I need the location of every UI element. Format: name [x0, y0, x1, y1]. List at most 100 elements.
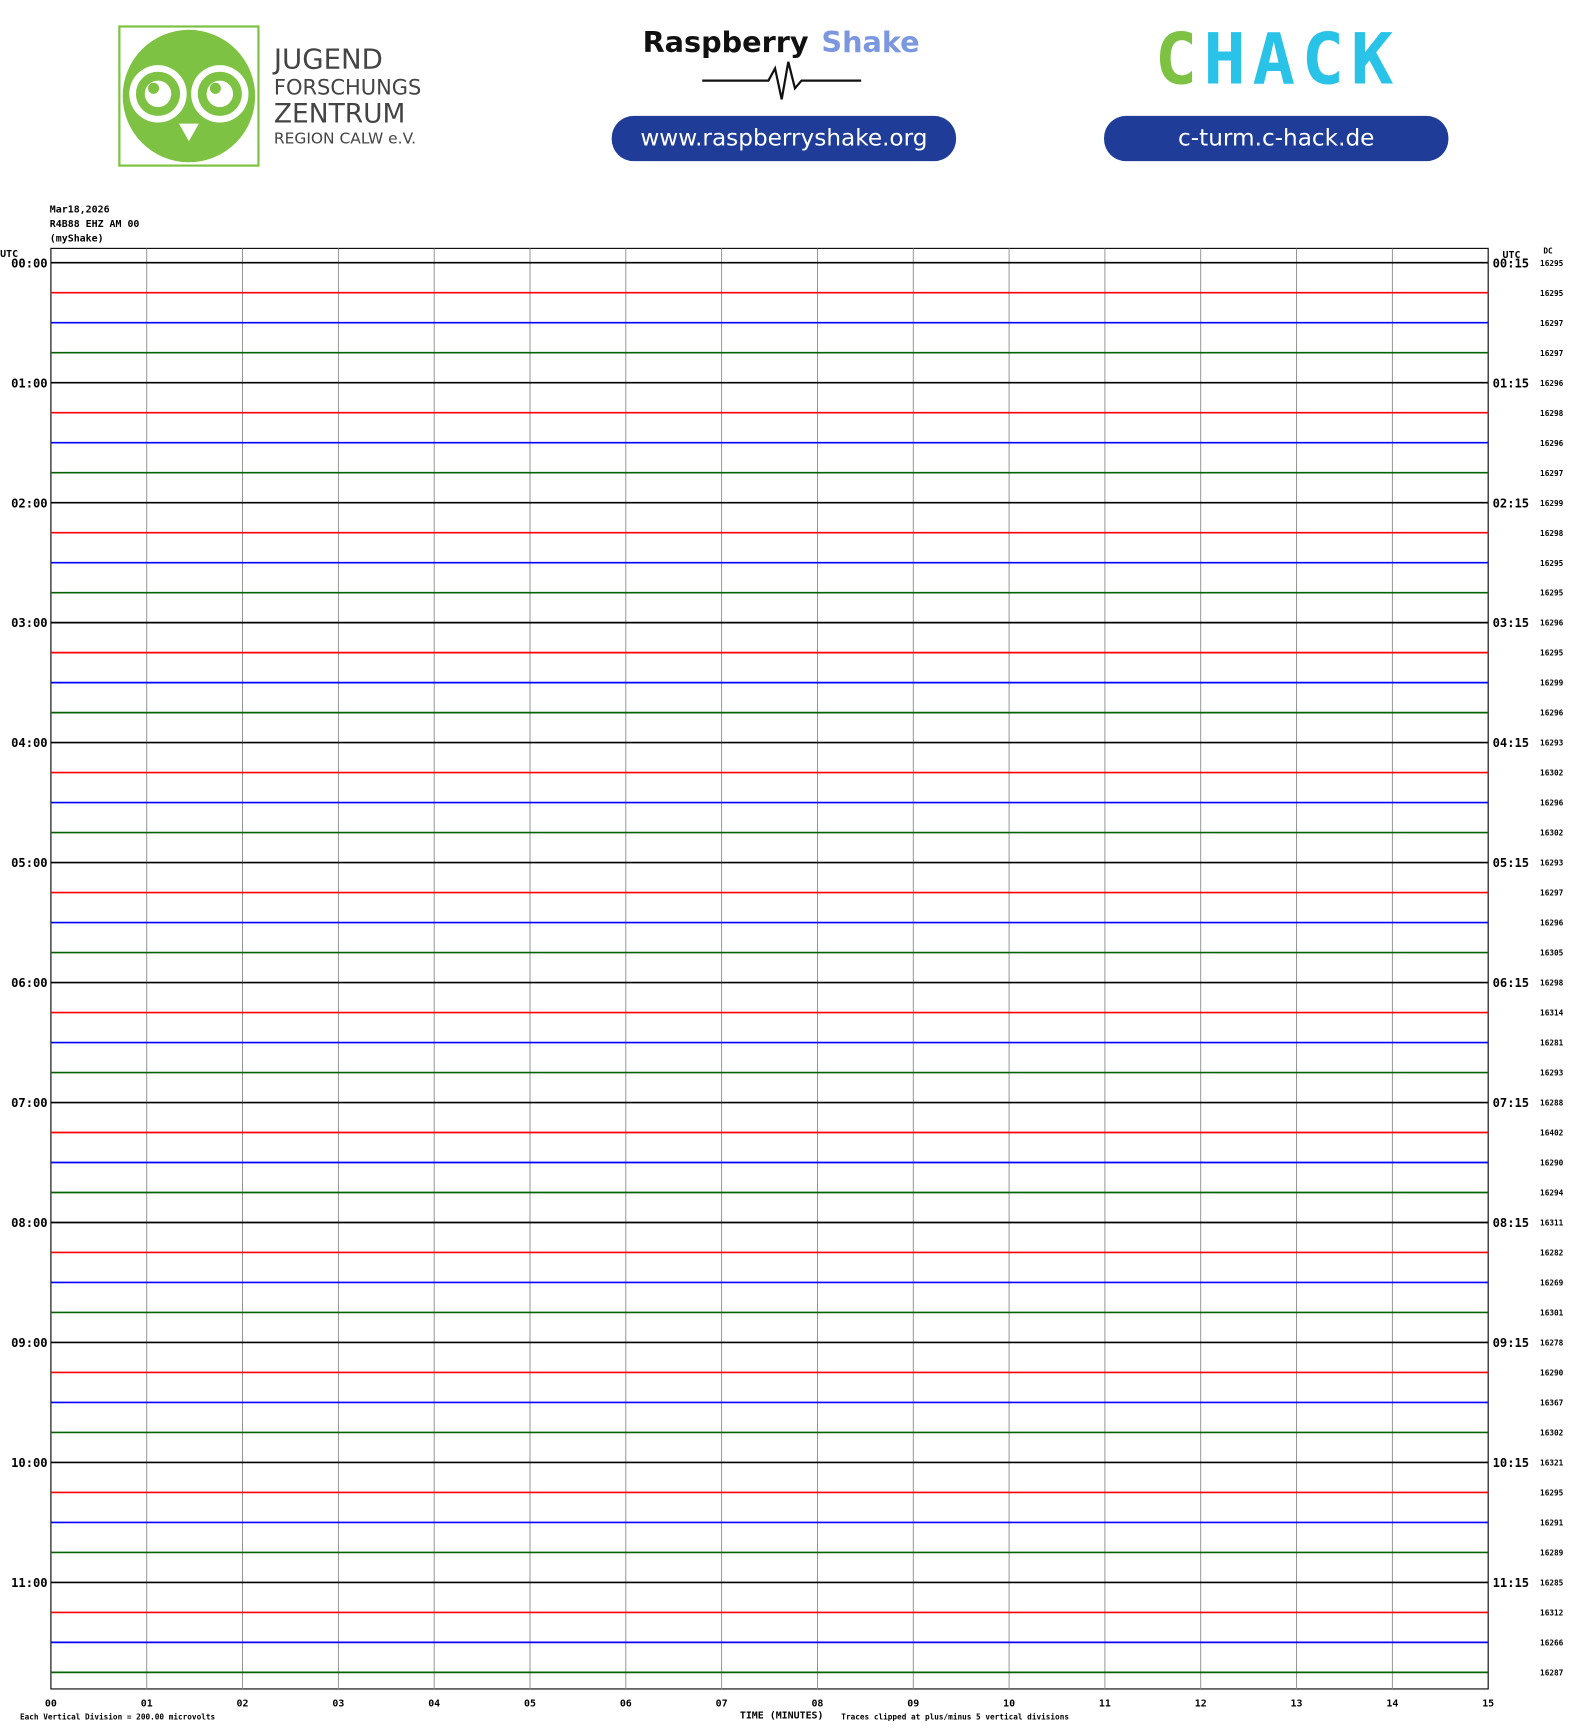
- dc-value: 16295: [1540, 559, 1564, 568]
- clip-note: Traces clipped at plus/minus 5 vertical …: [841, 1713, 1069, 1722]
- jfz-logo: [118, 25, 260, 167]
- x-tick-label: 11: [1099, 1698, 1111, 1709]
- chack-brand: HACK: [1203, 18, 1400, 101]
- dc-value: 16297: [1540, 319, 1564, 328]
- dc-value: 16291: [1540, 1519, 1564, 1528]
- hour-label: 08:00: [11, 1216, 48, 1230]
- dc-value: 16289: [1540, 1549, 1564, 1558]
- dc-value: 16299: [1540, 679, 1564, 688]
- hour-label: 03:00: [11, 616, 48, 630]
- hour-label: 04:00: [11, 736, 48, 750]
- dc-value: 16302: [1540, 1429, 1563, 1438]
- dc-value: 16294: [1540, 1189, 1564, 1198]
- x-tick-label: 08: [811, 1698, 823, 1709]
- x-tick-label: 02: [237, 1698, 249, 1709]
- dc-value: 16321: [1540, 1459, 1564, 1468]
- dc-value: 16402: [1540, 1129, 1563, 1138]
- dc-value: 16314: [1540, 1009, 1564, 1018]
- hour-label: 06:15: [1493, 976, 1530, 990]
- dc-value: 16296: [1540, 619, 1564, 628]
- dc-value: 16269: [1540, 1279, 1564, 1288]
- dc-value: 16298: [1540, 529, 1564, 538]
- dc-value: 16298: [1540, 979, 1564, 988]
- dc-value: 16297: [1540, 889, 1564, 898]
- hour-label: 11:15: [1493, 1576, 1530, 1590]
- x-tick-label: 13: [1291, 1698, 1303, 1709]
- x-tick-label: 14: [1386, 1698, 1398, 1709]
- dc-value: 16293: [1540, 739, 1564, 748]
- dc-value: 16290: [1540, 1369, 1564, 1378]
- x-label: TIME (MINUTES): [740, 1710, 824, 1721]
- hour-label: 00:15: [1493, 256, 1530, 270]
- rs-brand: Shake: [821, 25, 919, 59]
- x-tick-label: 07: [716, 1698, 728, 1709]
- date: Mar18,2026: [50, 205, 110, 216]
- dc-value: 16288: [1540, 1099, 1564, 1108]
- dc-value: 16281: [1540, 1039, 1564, 1048]
- dc-value: 16296: [1540, 799, 1564, 808]
- x-tick-label: 12: [1195, 1698, 1207, 1709]
- x-tick-label: 15: [1482, 1698, 1494, 1709]
- dc-value: 16290: [1540, 1159, 1564, 1168]
- dc-value: 16367: [1540, 1399, 1564, 1408]
- dc-value: 16305: [1540, 949, 1564, 958]
- dc-value: 16278: [1540, 1339, 1564, 1348]
- x-tick-label: 04: [428, 1698, 440, 1709]
- hour-label: 03:15: [1493, 616, 1530, 630]
- hour-label: 07:15: [1493, 1096, 1530, 1110]
- dc-value: 16266: [1540, 1638, 1564, 1647]
- dc-value: 16287: [1540, 1668, 1564, 1677]
- dc-value: 16302: [1540, 829, 1563, 838]
- hour-label: 05:15: [1493, 856, 1530, 870]
- x-tick-label: 10: [1003, 1698, 1015, 1709]
- dc-value: 16312: [1540, 1608, 1563, 1617]
- dc-value: 16293: [1540, 859, 1564, 868]
- dc-value: 16297: [1540, 469, 1564, 478]
- hour-label: 02:00: [11, 496, 48, 510]
- jfz-text: FORSCHUNGS: [274, 75, 421, 99]
- station-name: (myShake): [50, 233, 104, 244]
- rs-wave: [702, 61, 862, 100]
- hour-label: 09:00: [11, 1336, 48, 1350]
- x-tick-label: 06: [620, 1698, 632, 1709]
- dc-value: 16296: [1540, 379, 1564, 388]
- dc-value: 16295: [1540, 649, 1564, 658]
- hour-label: 01:15: [1493, 376, 1530, 390]
- url: c-turm.c-hack.de: [1178, 125, 1374, 152]
- dc-value: 16301: [1540, 1309, 1564, 1318]
- dc-value: 16299: [1540, 499, 1564, 508]
- dc-value: 16295: [1540, 589, 1564, 598]
- plot-frame: [50, 247, 1489, 1690]
- chack-brand: C: [1155, 18, 1198, 101]
- x-tick-label: 00: [45, 1698, 57, 1709]
- hour-label: 02:15: [1493, 496, 1530, 510]
- dc-value: 16293: [1540, 1069, 1564, 1078]
- dc-value: 16282: [1540, 1249, 1563, 1258]
- dc-value: 16296: [1540, 439, 1564, 448]
- hour-label: 10:00: [11, 1456, 48, 1470]
- dc-value: 16296: [1540, 709, 1564, 718]
- dc-value: 16302: [1540, 769, 1563, 778]
- hour-label: 00:00: [11, 256, 48, 270]
- dc-value: 16285: [1540, 1579, 1564, 1588]
- x-tick-label: 09: [907, 1698, 919, 1709]
- utc-label: UTC: [0, 249, 18, 260]
- hour-label: 07:00: [11, 1096, 48, 1110]
- dc-value: 16295: [1540, 289, 1564, 298]
- dc-label: DC: [1543, 247, 1553, 256]
- utc-label: UTC: [1503, 250, 1521, 261]
- x-tick-label: 01: [141, 1698, 153, 1709]
- hour-label: 05:00: [11, 856, 48, 870]
- jfz-text: ZENTRUM: [274, 98, 406, 129]
- jfz-text: REGION CALW e.V.: [274, 130, 416, 148]
- hour-label: 04:15: [1493, 736, 1530, 750]
- dc-value: 16311: [1540, 1219, 1564, 1228]
- url: www.raspberryshake.org: [640, 125, 927, 152]
- hour-label: 09:15: [1493, 1336, 1530, 1350]
- x-tick-label: 03: [332, 1698, 344, 1709]
- dc-value: 16295: [1540, 259, 1564, 268]
- hour-label: 01:00: [11, 376, 48, 390]
- hour-label: 10:15: [1493, 1456, 1530, 1470]
- scale-note: Each Vertical Division = 200.00 microvol…: [20, 1713, 216, 1722]
